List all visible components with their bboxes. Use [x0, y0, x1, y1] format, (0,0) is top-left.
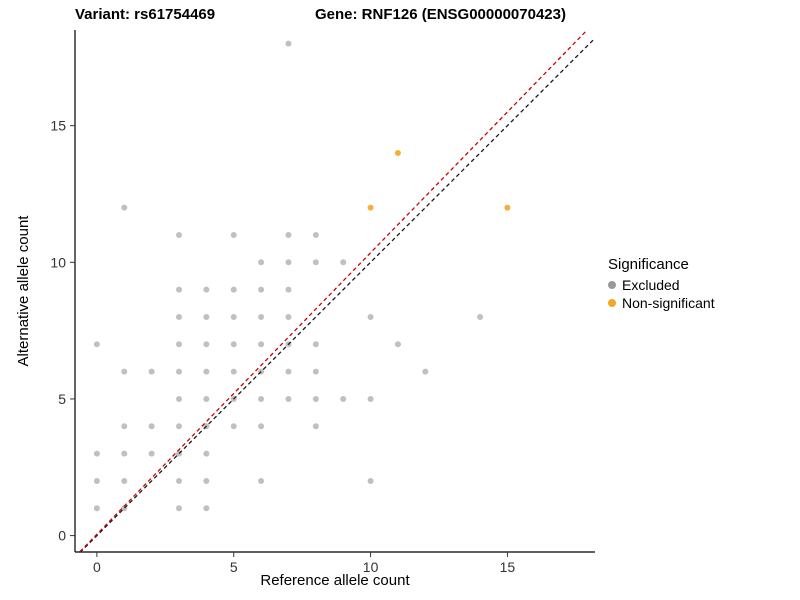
y-tick-label: 0 [58, 528, 66, 544]
data-point-excluded [258, 313, 265, 320]
gene-title: Gene: RNF126 (ENSG00000070423) [315, 6, 566, 23]
legend-entry-label: Non-significant [622, 295, 715, 311]
data-point-excluded [312, 259, 319, 266]
data-point-excluded [312, 368, 319, 375]
legend-entry-label: Excluded [622, 277, 680, 293]
data-point-excluded [312, 423, 319, 430]
data-point-excluded [340, 259, 347, 266]
data-point-excluded [258, 395, 265, 402]
data-point-excluded [121, 423, 128, 430]
data-point-excluded [203, 505, 210, 512]
data-point-excluded [176, 286, 182, 293]
data-point-excluded [176, 477, 182, 484]
y-tick-label: 5 [58, 391, 66, 407]
y-tick-label: 15 [50, 118, 66, 134]
data-point-excluded [230, 286, 237, 293]
data-point-excluded [93, 341, 100, 348]
data-point-excluded [176, 368, 182, 375]
data-point-excluded [285, 286, 292, 293]
data-point-excluded [312, 341, 319, 348]
data-point-excluded [367, 395, 374, 402]
x-axis-label: Reference allele count [260, 572, 410, 589]
data-point-excluded [230, 423, 237, 430]
data-point-excluded [367, 477, 374, 484]
data-point-excluded [203, 286, 210, 293]
data-point-excluded [176, 505, 182, 512]
data-point-excluded [176, 313, 182, 320]
legend-title: Significance [608, 256, 689, 273]
data-point-non-significant [394, 149, 401, 156]
data-point-excluded [93, 477, 100, 484]
data-point-excluded [312, 231, 319, 238]
data-point-excluded [258, 286, 265, 293]
data-point-excluded [312, 395, 319, 402]
data-point-excluded [422, 368, 429, 375]
data-point-excluded [258, 423, 265, 430]
data-point-excluded [93, 505, 100, 512]
data-point-excluded [285, 368, 292, 375]
data-point-excluded [121, 477, 128, 484]
data-point-excluded [121, 368, 128, 375]
data-point-excluded [230, 368, 237, 375]
data-point-excluded [203, 395, 210, 402]
identity-line [79, 37, 595, 552]
data-point-excluded [477, 313, 484, 320]
data-point-excluded [285, 259, 292, 266]
data-point-excluded [258, 477, 265, 484]
x-tick-label: 15 [500, 559, 516, 575]
data-point-excluded [258, 341, 265, 348]
excluded-dot-icon [608, 281, 616, 289]
x-tick-label: 5 [230, 559, 238, 575]
data-point-excluded [285, 40, 292, 47]
x-tick-label: 10 [363, 559, 379, 575]
legend-entry-excluded: Excluded [608, 277, 715, 293]
data-point-excluded [367, 313, 374, 320]
data-point-excluded [93, 450, 100, 457]
data-point-excluded [176, 341, 182, 348]
data-point-excluded [121, 450, 128, 457]
legend-entry-non-significant: Non-significant [608, 295, 715, 311]
data-point-excluded [203, 368, 210, 375]
non-significant-dot-icon [608, 299, 616, 307]
data-point-excluded [230, 341, 237, 348]
data-point-excluded [285, 231, 292, 238]
legend: Significance Excluded Non-significant [608, 256, 715, 313]
data-point-excluded [121, 204, 128, 211]
x-tick-label: 0 [93, 559, 101, 575]
variant-title: Variant: rs61754469 [75, 6, 216, 23]
data-point-non-significant [367, 204, 374, 211]
data-point-excluded [176, 423, 182, 430]
data-point-excluded [340, 395, 347, 402]
data-point-excluded [203, 450, 210, 457]
data-point-excluded [203, 477, 210, 484]
data-point-excluded [176, 231, 182, 238]
data-point-excluded [230, 231, 237, 238]
y-tick-label: 10 [50, 254, 66, 270]
data-point-excluded [285, 313, 292, 320]
data-point-excluded [148, 450, 155, 457]
data-point-excluded [148, 423, 155, 430]
data-point-excluded [258, 259, 265, 266]
data-point-excluded [285, 395, 292, 402]
data-point-excluded [148, 368, 155, 375]
data-point-excluded [203, 313, 210, 320]
data-point-non-significant [504, 204, 511, 211]
data-point-excluded [394, 341, 401, 348]
data-point-excluded [230, 313, 237, 320]
regression-line [78, 30, 589, 552]
data-point-excluded [176, 395, 182, 402]
data-point-excluded [203, 341, 210, 348]
y-axis-label: Alternative allele count [15, 215, 32, 367]
